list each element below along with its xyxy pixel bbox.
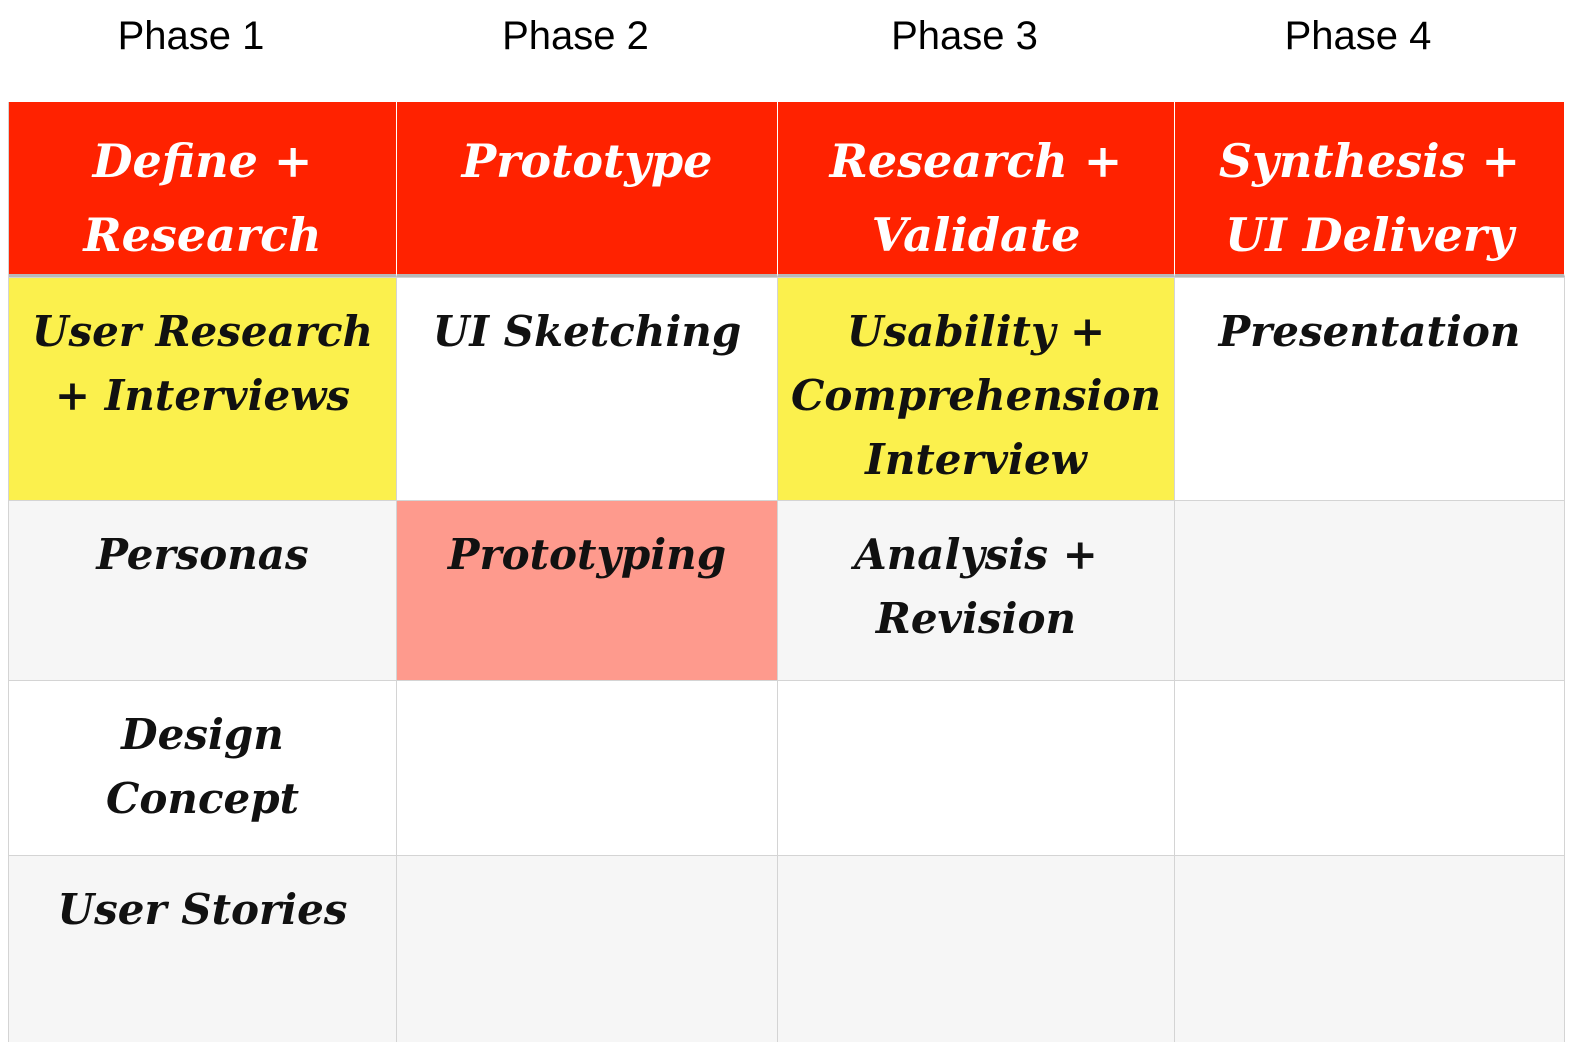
card-presentation: Presentation	[1175, 277, 1565, 500]
card-user-research-interviews: User Research + Interviews	[9, 277, 397, 500]
header-prototype: Prototype	[397, 102, 778, 277]
phase-4-label: Phase 4	[1284, 14, 1432, 58]
card-design-concept: Design Concept	[9, 680, 397, 855]
empty-cell	[1175, 500, 1565, 680]
empty-cell	[778, 855, 1175, 1042]
card-prototyping: Prototyping	[397, 500, 778, 680]
empty-cell	[1175, 855, 1565, 1042]
card-analysis-revision: Analysis + Revision	[778, 500, 1175, 680]
card-personas: Personas	[9, 500, 397, 680]
empty-cell	[778, 680, 1175, 855]
phase-3-label: Phase 3	[891, 14, 1038, 58]
empty-cell	[397, 855, 778, 1042]
header-synthesis-ui-delivery: Synthesis + UI Delivery	[1175, 102, 1565, 277]
card-ui-sketching: UI Sketching	[397, 277, 778, 500]
phase-board: Define + Research Prototype Research + V…	[8, 102, 1565, 1042]
phase-2-label: Phase 2	[502, 14, 649, 58]
empty-cell	[397, 680, 778, 855]
header-define-research: Define + Research	[9, 102, 397, 277]
header-research-validate: Research + Validate	[778, 102, 1175, 277]
phase-1-label: Phase 1	[117, 14, 265, 58]
card-usability-comprehension-interview: Usability + Comprehension Interview	[778, 277, 1175, 500]
card-user-stories: User Stories	[9, 855, 397, 1042]
empty-cell	[1175, 680, 1565, 855]
phase-label-row: Phase 1 Phase 2 Phase 3 Phase 4	[8, 0, 1564, 102]
